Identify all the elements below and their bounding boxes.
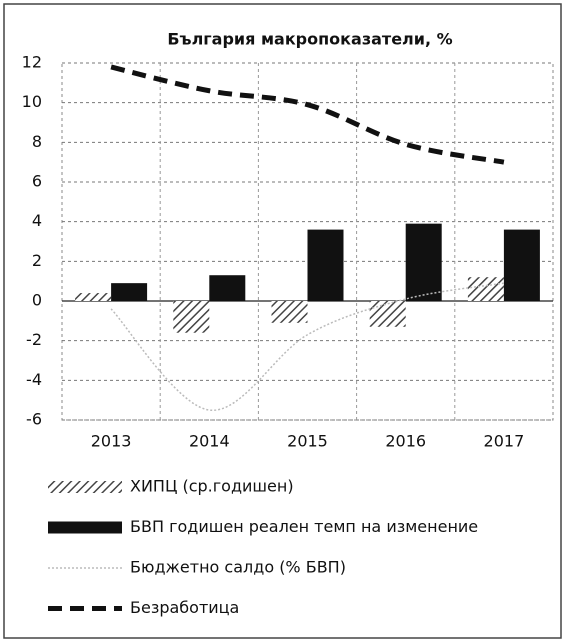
bar: [209, 275, 246, 301]
x-tick-label: 2015: [287, 432, 328, 451]
legend-label: ХИПЦ (ср.годишен): [130, 477, 294, 496]
line: [110, 64, 505, 165]
y-tick-label: 8: [32, 132, 42, 151]
legend-swatch: [48, 481, 122, 493]
y-tick-label: 6: [32, 172, 42, 191]
y-tick-label: 2: [32, 251, 42, 270]
y-tick-label: 12: [22, 53, 42, 72]
x-tick-label: 2017: [484, 432, 525, 451]
chart-title: България макропоказатели, %: [167, 30, 452, 49]
bar: [271, 301, 308, 323]
y-tick-label: 4: [32, 211, 42, 230]
bar: [173, 301, 210, 333]
bar: [503, 229, 540, 301]
y-tick-label: -4: [26, 370, 42, 389]
bar: [405, 223, 442, 301]
legend-swatch: [48, 521, 122, 534]
legend-label: Безработица: [130, 598, 239, 617]
y-tick-label: -6: [26, 410, 42, 429]
bar: [307, 229, 344, 301]
y-tick-label: 0: [32, 291, 42, 310]
x-tick-label: 2014: [189, 432, 230, 451]
chart-border: [3, 3, 562, 639]
x-tick-label: 2016: [385, 432, 426, 451]
bar: [75, 293, 112, 301]
y-tick-label: -2: [26, 330, 42, 349]
plot-area: [61, 62, 554, 421]
line: [110, 282, 505, 411]
bar: [467, 277, 504, 301]
legend-label: Бюджетно салдо (% БВП): [130, 558, 346, 577]
y-tick-label: 10: [22, 92, 42, 111]
bar: [111, 283, 148, 301]
x-tick-label: 2013: [91, 432, 132, 451]
bar: [369, 301, 406, 327]
legend-label: БВП годишен реален темп на изменение: [130, 517, 478, 536]
